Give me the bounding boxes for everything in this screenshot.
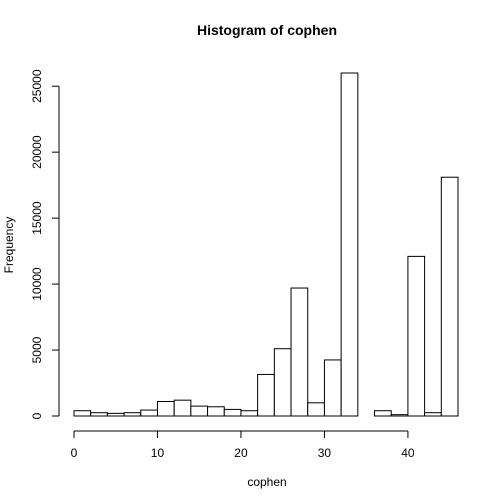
- x-tick-label: 10: [151, 446, 165, 460]
- histogram-bar: [73, 410, 92, 417]
- histogram-bar: [90, 412, 108, 417]
- x-tick-label: 40: [401, 446, 415, 460]
- histogram-bar: [240, 410, 259, 417]
- y-tick-label: 20000: [30, 135, 44, 169]
- histogram-bar: [173, 399, 192, 417]
- bars-group: [73, 72, 459, 417]
- y-tick-label: 25000: [30, 69, 44, 103]
- chart-title: Histogram of cophen: [197, 22, 337, 38]
- histogram-bar: [223, 408, 242, 417]
- y-axis-label: Frequency: [2, 217, 16, 274]
- histogram-bar: [207, 406, 225, 417]
- x-axis: 0 10 20 30 40: [71, 430, 415, 460]
- histogram-bar: [440, 176, 459, 417]
- histogram-bar: [340, 72, 359, 417]
- histogram-bar: [257, 373, 275, 417]
- histogram-bar: [106, 412, 125, 417]
- y-tick-label: 0: [30, 412, 44, 419]
- x-tick-label: 30: [318, 446, 332, 460]
- histogram-bar: [290, 287, 309, 417]
- histogram-bar: [323, 359, 342, 417]
- x-tick-label: 20: [234, 446, 248, 460]
- y-tick-label: 5000: [30, 336, 44, 363]
- y-axis: 0 5000 10000 15000 20000 25000: [30, 69, 60, 419]
- histogram-bar: [140, 409, 158, 417]
- histogram-bar: [407, 255, 426, 417]
- x-tick-label: 0: [71, 446, 78, 460]
- histogram-bar: [156, 400, 175, 417]
- y-tick-label: 15000: [30, 201, 44, 235]
- y-tick-label: 10000: [30, 267, 44, 301]
- histogram-bar: [190, 405, 209, 417]
- histogram-bar: [390, 414, 409, 417]
- histogram-bar: [123, 412, 142, 417]
- histogram-bar: [307, 402, 325, 417]
- histogram-bar: [273, 348, 292, 417]
- histogram-bar: [374, 410, 392, 417]
- x-axis-label: cophen: [247, 475, 286, 489]
- histogram-bar: [424, 412, 442, 417]
